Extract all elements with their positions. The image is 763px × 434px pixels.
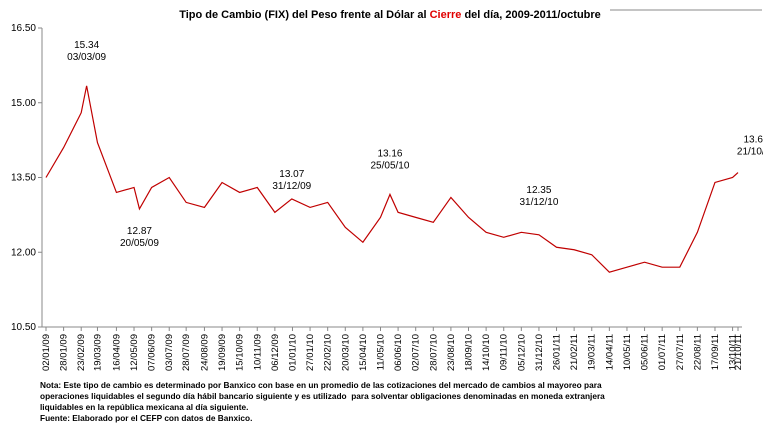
x-tick-label: 10/05/11 <box>622 334 633 370</box>
x-tick-label: 27/01/10 <box>305 334 316 371</box>
x-tick-label: 23/08/10 <box>446 334 457 371</box>
x-tick-label: 13/10/11 <box>728 334 739 370</box>
title-part: Tipo de Cambio (FIX) del Peso frente al … <box>179 9 429 21</box>
annotation-date: 20/05/09 <box>120 238 159 249</box>
annotation-value: 12.87 <box>127 226 152 237</box>
x-tick-label: 02/01/09 <box>41 334 52 371</box>
annotation-value: 15.34 <box>74 40 99 51</box>
annotation-date: 31/12/10 <box>519 197 558 208</box>
x-tick-label: 06/06/10 <box>393 334 404 371</box>
x-tick-label: 01/07/11 <box>657 334 668 370</box>
x-tick-label: 06/12/09 <box>270 334 281 371</box>
x-tick-label: 28/07/10 <box>428 334 439 371</box>
y-tick-label: 15.00 <box>11 98 36 109</box>
x-tick-label: 16/04/09 <box>111 334 122 371</box>
annotation-date: 21/10/11 <box>737 147 763 158</box>
x-tick-label: 23/02/09 <box>76 334 87 371</box>
x-tick-label: 01/01/10 <box>287 334 298 371</box>
x-tick-label: 22/02/10 <box>323 334 334 371</box>
x-tick-label: 10/11/09 <box>252 334 263 370</box>
x-tick-label: 12/05/09 <box>129 334 140 371</box>
x-tick-label: 05/12/10 <box>516 334 527 371</box>
x-tick-label: 11/05/10 <box>375 334 386 370</box>
note: operaciones liquidables el segundo día h… <box>40 391 605 401</box>
x-tick-label: 28/07/09 <box>181 334 192 371</box>
x-tick-label: 26/01/11 <box>552 334 563 370</box>
x-tick-label: 28/01/09 <box>59 334 70 371</box>
x-tick-label: 19/03/11 <box>587 334 598 370</box>
title-part: Cierre <box>430 9 462 21</box>
x-tick-label: 24/08/09 <box>199 334 210 371</box>
x-tick-label: 14/04/11 <box>604 334 615 370</box>
note: Nota: Este tipo de cambio es determinado… <box>40 380 602 390</box>
annotation-value: 13.60 <box>743 135 763 146</box>
annotation-value: 12.35 <box>526 185 551 196</box>
x-tick-label: 02/07/10 <box>411 334 422 371</box>
annotation-date: 03/03/09 <box>67 52 106 63</box>
annotation-value: 13.16 <box>377 148 402 159</box>
series-line <box>45 85 739 273</box>
annotation-value: 13.07 <box>279 169 304 180</box>
x-tick-label: 27/07/11 <box>675 334 686 370</box>
x-tick-label: 19/03/09 <box>92 334 103 371</box>
x-tick-label: 18/09/10 <box>464 334 475 371</box>
x-tick-label: 21/10/11 <box>733 334 744 370</box>
annotation-date: 31/12/09 <box>272 181 311 192</box>
annotation-date: 25/05/10 <box>370 160 409 171</box>
x-tick-label: 21/02/11 <box>569 334 580 370</box>
x-tick-label: 20/03/10 <box>340 334 351 371</box>
y-tick-label: 16.50 <box>11 23 36 34</box>
x-tick-label: 14/10/10 <box>481 334 492 371</box>
chart-title: Tipo de Cambio (FIX) del Peso frente al … <box>179 9 601 21</box>
x-tick-label: 03/07/09 <box>164 334 175 371</box>
note: liquidables en la república mexicana al … <box>40 402 248 412</box>
title-part: del día, 2009-2011/octubre <box>461 9 600 21</box>
x-tick-label: 07/06/09 <box>147 334 158 371</box>
x-tick-label: 22/08/11 <box>692 334 703 370</box>
x-tick-label: 09/11/10 <box>499 334 510 370</box>
y-tick-label: 13.50 <box>11 173 36 184</box>
note: Fuente: Elaborado por el CEFP con datos … <box>40 413 252 423</box>
x-tick-label: 31/12/10 <box>534 334 545 371</box>
y-tick-label: 10.50 <box>11 322 36 333</box>
x-tick-label: 19/09/09 <box>217 334 228 371</box>
x-tick-label: 15/10/09 <box>235 334 246 371</box>
x-tick-label: 05/06/11 <box>640 334 651 370</box>
y-tick-label: 12.00 <box>11 247 36 258</box>
x-tick-label: 17/09/11 <box>710 334 721 370</box>
x-tick-label: 15/04/10 <box>358 334 369 371</box>
